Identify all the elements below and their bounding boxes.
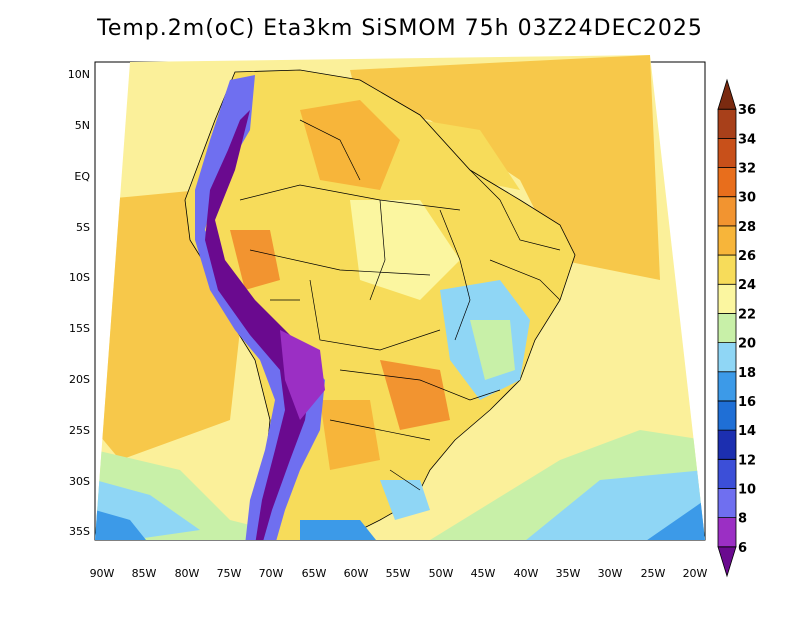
lon-label: 80W — [175, 567, 200, 580]
colorbar-label: 12 — [738, 453, 756, 468]
lat-label: 5S — [76, 221, 90, 234]
colorbar-segment — [717, 78, 737, 110]
lon-label: 70W — [259, 567, 284, 580]
longitude-axis: 90W 85W 80W 75W 70W 65W 60W 55W 50W 45W … — [90, 567, 708, 580]
colorbar-label: 24 — [738, 278, 756, 293]
lat-label: 10S — [69, 271, 90, 284]
colorbar-label: 8 — [738, 512, 747, 527]
colorbar-segment — [717, 254, 737, 285]
colorbar-segment — [717, 342, 737, 373]
colorbar-label: 20 — [738, 337, 756, 352]
lon-label: 20W — [683, 567, 708, 580]
lon-label: 85W — [132, 567, 157, 580]
lat-label: 15S — [69, 322, 90, 335]
colorbar-label: 32 — [738, 162, 756, 177]
colorbar-segment — [717, 283, 737, 314]
colorbar-label: 14 — [738, 424, 756, 439]
lon-label: 75W — [217, 567, 242, 580]
colorbar-segment — [717, 517, 737, 548]
lon-label: 60W — [344, 567, 369, 580]
lon-label: 45W — [471, 567, 496, 580]
colorbar-label: 6 — [738, 541, 747, 556]
colorbar-segment — [717, 400, 737, 431]
lon-label: 25W — [641, 567, 666, 580]
lat-label: 20S — [69, 373, 90, 386]
colorbar-segment — [717, 313, 737, 343]
lat-label: 25S — [69, 424, 90, 437]
colorbar-segment — [717, 225, 737, 256]
colorbar-segment — [717, 488, 737, 519]
colorbar-label: 26 — [738, 249, 756, 264]
lon-label: 30W — [598, 567, 623, 580]
lon-label: 65W — [302, 567, 327, 580]
temperature-field — [95, 55, 705, 540]
lat-label: 35S — [69, 525, 90, 538]
colorbar-label: 34 — [738, 132, 756, 147]
lon-label: 40W — [514, 567, 539, 580]
colorbar-segment — [717, 137, 737, 168]
lat-label: 5N — [75, 119, 90, 132]
colorbar-segment — [717, 429, 737, 460]
lon-label: 55W — [386, 567, 411, 580]
colorbar-segment — [717, 458, 737, 489]
lon-label: 50W — [429, 567, 454, 580]
colorbar-label: 10 — [738, 482, 756, 497]
state-borders — [239, 119, 561, 491]
colorbar-label: 30 — [738, 191, 756, 206]
colorbar-segment — [717, 546, 737, 578]
lat-label: EQ — [74, 170, 90, 183]
lon-label: 35W — [556, 567, 581, 580]
lon-label: 90W — [90, 567, 115, 580]
colorbar-segment — [717, 196, 737, 227]
colorbar-label: 18 — [738, 366, 756, 381]
colorbar-segment — [717, 371, 737, 402]
colorbar-label: 16 — [738, 395, 756, 410]
colorbar-segment — [717, 108, 737, 139]
colorbar-label: 36 — [738, 103, 756, 118]
colorbar-label: 28 — [738, 220, 756, 235]
colorbar-segment — [717, 167, 737, 198]
colorbar: 6 8 10 12 14 16 18 20 22 24 26 28 30 32 34 36 — [717, 78, 756, 578]
map-title: Temp.2m(oC) Eta3km SiSMOM 75h 03Z24DEC20… — [97, 16, 703, 41]
lat-label: 30S — [69, 475, 90, 488]
colorbar-label: 22 — [738, 307, 756, 322]
latitude-axis: 10N 5N EQ 5S 10S 15S 20S 25S 30S 35S — [68, 68, 91, 538]
lat-label: 10N — [68, 68, 90, 81]
